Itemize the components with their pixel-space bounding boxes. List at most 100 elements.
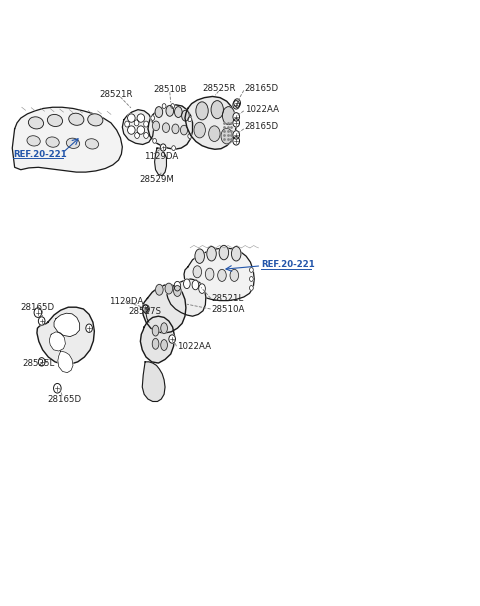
Polygon shape: [37, 307, 95, 364]
Text: REF.20-221: REF.20-221: [261, 260, 315, 269]
Text: 28521R: 28521R: [99, 90, 132, 99]
Ellipse shape: [155, 107, 163, 118]
Text: 28510A: 28510A: [212, 304, 245, 313]
Ellipse shape: [218, 270, 226, 281]
Circle shape: [171, 104, 175, 108]
Circle shape: [234, 99, 240, 107]
Ellipse shape: [192, 280, 199, 290]
Ellipse shape: [221, 128, 232, 144]
Ellipse shape: [230, 270, 239, 281]
Polygon shape: [12, 107, 122, 172]
Ellipse shape: [152, 338, 159, 349]
Polygon shape: [142, 285, 186, 333]
Ellipse shape: [28, 117, 44, 129]
Ellipse shape: [183, 279, 190, 288]
Ellipse shape: [137, 126, 144, 135]
Ellipse shape: [194, 122, 205, 138]
Polygon shape: [184, 248, 254, 301]
Text: 28525R: 28525R: [202, 84, 235, 93]
Ellipse shape: [156, 284, 163, 295]
Circle shape: [169, 335, 176, 343]
Polygon shape: [167, 279, 206, 316]
Ellipse shape: [166, 105, 174, 116]
Text: 28165D: 28165D: [48, 395, 82, 404]
Text: 28527S: 28527S: [129, 307, 161, 316]
Circle shape: [233, 113, 240, 121]
Circle shape: [38, 358, 45, 366]
Circle shape: [250, 276, 253, 281]
Polygon shape: [122, 110, 154, 144]
Ellipse shape: [172, 124, 179, 134]
Circle shape: [233, 131, 240, 139]
Polygon shape: [142, 362, 165, 401]
Circle shape: [233, 101, 240, 109]
Circle shape: [151, 116, 155, 121]
Ellipse shape: [222, 107, 235, 125]
Ellipse shape: [193, 266, 202, 278]
Ellipse shape: [205, 268, 214, 280]
Text: 28165D: 28165D: [245, 122, 279, 131]
Ellipse shape: [153, 121, 159, 131]
Circle shape: [162, 104, 166, 108]
Text: 28510B: 28510B: [153, 85, 187, 94]
Circle shape: [188, 134, 192, 139]
Ellipse shape: [152, 325, 159, 336]
Ellipse shape: [161, 339, 168, 350]
Text: 28521L: 28521L: [212, 294, 244, 302]
Text: 28165D: 28165D: [245, 84, 279, 93]
Text: 1022AA: 1022AA: [245, 105, 279, 114]
Ellipse shape: [199, 284, 205, 293]
Ellipse shape: [27, 136, 40, 146]
Text: REF.20-221: REF.20-221: [13, 150, 67, 159]
Ellipse shape: [66, 138, 80, 148]
Ellipse shape: [46, 137, 59, 147]
Ellipse shape: [85, 139, 98, 149]
Circle shape: [188, 117, 192, 122]
Circle shape: [233, 137, 240, 145]
Circle shape: [134, 120, 139, 126]
Ellipse shape: [196, 102, 208, 120]
Ellipse shape: [195, 249, 204, 264]
Circle shape: [250, 268, 253, 272]
Ellipse shape: [69, 113, 84, 125]
Ellipse shape: [88, 114, 103, 126]
Text: 28525L: 28525L: [23, 359, 55, 368]
Circle shape: [135, 133, 139, 139]
Circle shape: [86, 324, 93, 333]
Ellipse shape: [161, 323, 168, 334]
Ellipse shape: [174, 285, 181, 296]
Circle shape: [233, 119, 240, 127]
Circle shape: [153, 139, 156, 143]
Text: 28165D: 28165D: [21, 304, 55, 312]
Circle shape: [125, 121, 130, 127]
Ellipse shape: [48, 115, 62, 127]
Ellipse shape: [162, 123, 169, 133]
Circle shape: [38, 317, 45, 325]
Ellipse shape: [209, 126, 220, 141]
Circle shape: [250, 285, 253, 290]
Circle shape: [54, 384, 61, 393]
Text: 1129DA: 1129DA: [144, 152, 179, 161]
Polygon shape: [49, 332, 65, 351]
Polygon shape: [54, 313, 80, 336]
Ellipse shape: [128, 126, 135, 135]
Ellipse shape: [180, 125, 188, 135]
Ellipse shape: [174, 281, 180, 291]
Ellipse shape: [207, 247, 216, 261]
Circle shape: [143, 305, 149, 313]
Text: 1022AA: 1022AA: [178, 342, 211, 351]
Ellipse shape: [231, 247, 241, 261]
Polygon shape: [148, 105, 192, 149]
Polygon shape: [155, 148, 167, 176]
Polygon shape: [140, 316, 175, 363]
Circle shape: [160, 144, 166, 151]
Ellipse shape: [181, 110, 189, 121]
Text: 28529M: 28529M: [140, 175, 174, 184]
Text: 1129DA: 1129DA: [109, 298, 144, 306]
Ellipse shape: [219, 245, 228, 260]
Polygon shape: [185, 96, 236, 149]
Circle shape: [172, 145, 176, 150]
Circle shape: [34, 308, 42, 318]
Ellipse shape: [175, 107, 182, 118]
Ellipse shape: [137, 114, 144, 122]
